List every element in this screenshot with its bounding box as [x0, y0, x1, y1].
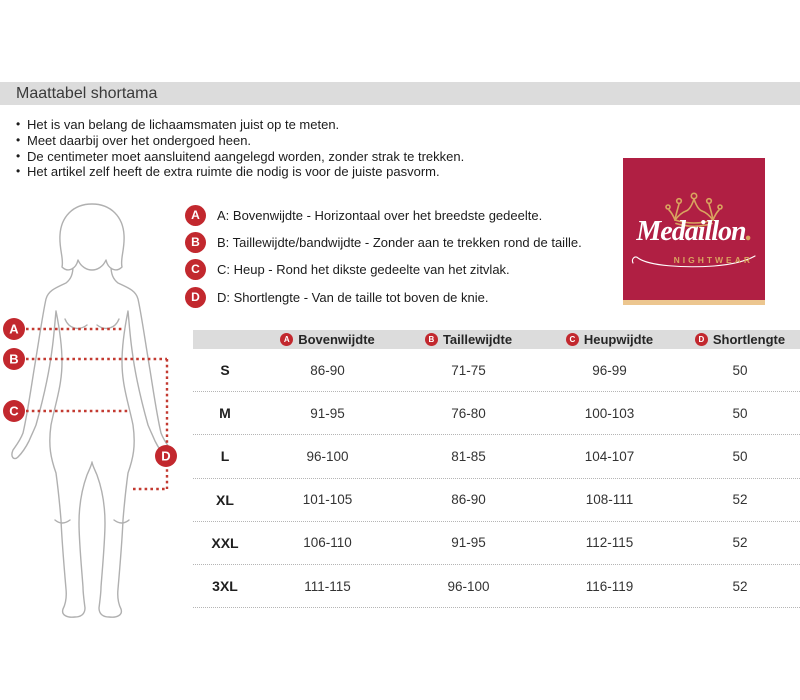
col-header-shortlengte: D Shortlengte [680, 332, 800, 347]
bullet-icon: • [16, 132, 21, 147]
figure-badge-d-letter: D [161, 449, 170, 464]
legend-text-a: A: Bovenwijdte - Horizontaal over het br… [217, 207, 543, 223]
cell-value: 101-105 [302, 492, 353, 508]
legend-item-c: C C: Heup - Rond het dikste gedeelte van… [185, 258, 510, 280]
size-label: S [220, 362, 230, 379]
cell-value: 112-115 [585, 535, 634, 551]
instruction-item: • Meet daarbij over het ondergoed heen. [16, 133, 616, 149]
cell-value: 106-110 [303, 535, 352, 551]
cell-value: 96-99 [592, 362, 627, 378]
header-label: Taillewijdte [442, 332, 513, 347]
cell-value: 108-111 [585, 492, 634, 508]
legend-item-b: B B: Taillewijdte/bandwijdte - Zonder aa… [185, 231, 582, 253]
body-measurement-diagram: A B C D [0, 190, 200, 630]
cell-value: 100-103 [584, 405, 635, 421]
cell-value: 50 [732, 362, 748, 378]
cell-value: 76-80 [451, 405, 486, 421]
measure-c-badge: C [185, 258, 206, 280]
header-label: Shortlengte [712, 332, 786, 347]
cell-value: 81-85 [451, 448, 486, 464]
cell-value: 116-119 [585, 578, 634, 594]
header-badge-d: D [694, 333, 708, 346]
measure-d-badge: D [185, 286, 206, 308]
measurement-dash-lines [26, 327, 169, 491]
size-label: M [219, 405, 231, 422]
brand-name: Medaillon. [623, 216, 765, 248]
cell-value: 50 [732, 405, 748, 421]
size-label: 3XL [212, 578, 238, 595]
instruction-item: • Het artikel zelf heeft de extra ruimte… [16, 164, 616, 180]
header-label: Bovenwijdte [298, 332, 375, 347]
figure-badge-a-letter: A [9, 322, 19, 337]
cell-value: 91-95 [310, 405, 345, 421]
size-label: XL [216, 491, 234, 508]
size-table: A Bovenwijdte B Taillewijdte C Heupwijdt… [193, 330, 800, 609]
cell-value: 50 [732, 448, 748, 464]
header-badge-c: C [565, 333, 579, 346]
legend-text-b: B: Taillewijdte/bandwijdte - Zonder aan … [217, 234, 582, 250]
brand-tagline: NIGHTWEAR [673, 255, 753, 265]
instruction-text: Het artikel zelf heeft de extra ruimte d… [27, 164, 440, 180]
legend-item-a: A A: Bovenwijdte - Horizontaal over het … [185, 204, 542, 226]
cell-value: 96-100 [447, 578, 490, 594]
table-row-xxl: XXL 106-110 91-95 112-115 52 [193, 522, 800, 565]
measure-a-badge: A [185, 204, 206, 226]
brand-word: Medaillon [636, 216, 746, 247]
table-row-l: L 96-100 81-85 104-107 50 [193, 435, 800, 479]
cell-value: 111-115 [304, 578, 351, 594]
instruction-text: De centimeter moet aansluitend aangelegd… [27, 148, 465, 164]
figure-badge-b [3, 348, 25, 370]
legend-item-d: D D: Shortlengte - Van de taille tot bov… [185, 286, 488, 308]
brand-logo: Medaillon. NIGHTWEAR [623, 158, 765, 305]
table-row-3xl: 3XL 111-115 96-100 116-119 52 [193, 565, 800, 609]
header-badge-a: A [280, 333, 294, 346]
logo-gold-strip [623, 300, 765, 305]
legend-text-d: D: Shortlengte - Van de taille tot boven… [217, 289, 489, 305]
table-row-m: M 91-95 76-80 100-103 50 [193, 392, 800, 436]
cell-value: 52 [732, 578, 748, 594]
figure-badge-c [3, 400, 25, 422]
cell-value: 52 [732, 492, 748, 508]
instruction-item: • Het is van belang de lichaamsmaten jui… [16, 117, 616, 133]
female-silhouette-icon: A B C D [3, 203, 177, 618]
size-label: L [220, 448, 230, 465]
size-label: XXL [211, 534, 239, 551]
cell-value: 52 [732, 535, 748, 551]
table-row-xl: XL 101-105 86-90 108-111 52 [193, 479, 800, 522]
title-band: Maattabel shortama [0, 82, 800, 105]
crown-icon [665, 192, 723, 227]
header-label: Heupwijdte [583, 332, 654, 347]
cell-value: 86-90 [310, 362, 345, 378]
cell-value: 91-95 [451, 535, 486, 551]
bullet-icon: • [16, 148, 21, 163]
bullet-icon: • [16, 117, 21, 131]
header-badge-b: B [424, 333, 438, 346]
figure-badge-b-letter: B [9, 352, 18, 367]
col-header-heupwijdte: C Heupwijdte [539, 332, 680, 347]
table-row-s: S 86-90 71-75 96-99 50 [193, 349, 800, 393]
cell-value: 86-90 [451, 492, 486, 508]
table-header-row: A Bovenwijdte B Taillewijdte C Heupwijdt… [193, 330, 800, 349]
measure-b-badge: B [185, 231, 206, 253]
cell-value: 96-100 [306, 448, 349, 464]
figure-badge-c-letter: C [9, 404, 19, 419]
instruction-item: • De centimeter moet aansluitend aangele… [16, 149, 616, 165]
figure-badge-d [155, 445, 177, 467]
instruction-text: Het is van belang de lichaamsmaten juist… [27, 117, 340, 132]
brand-period: . [745, 216, 753, 247]
instructions-list: • Het is van belang de lichaamsmaten jui… [16, 117, 616, 180]
col-header-taillewijdte: B Taillewijdte [398, 332, 539, 347]
page-title: Maattabel shortama [16, 85, 158, 102]
col-header-bovenwijdte: A Bovenwijdte [257, 332, 398, 347]
swash-flourish-icon [631, 255, 756, 268]
cell-value: 104-107 [584, 448, 635, 464]
figure-badge-a [3, 318, 25, 340]
legend-text-c: C: Heup - Rond het dikste gedeelte van h… [217, 261, 510, 277]
cell-value: 71-75 [451, 362, 486, 378]
instruction-text: Meet daarbij over het ondergoed heen. [27, 132, 252, 148]
bullet-icon: • [16, 164, 21, 179]
